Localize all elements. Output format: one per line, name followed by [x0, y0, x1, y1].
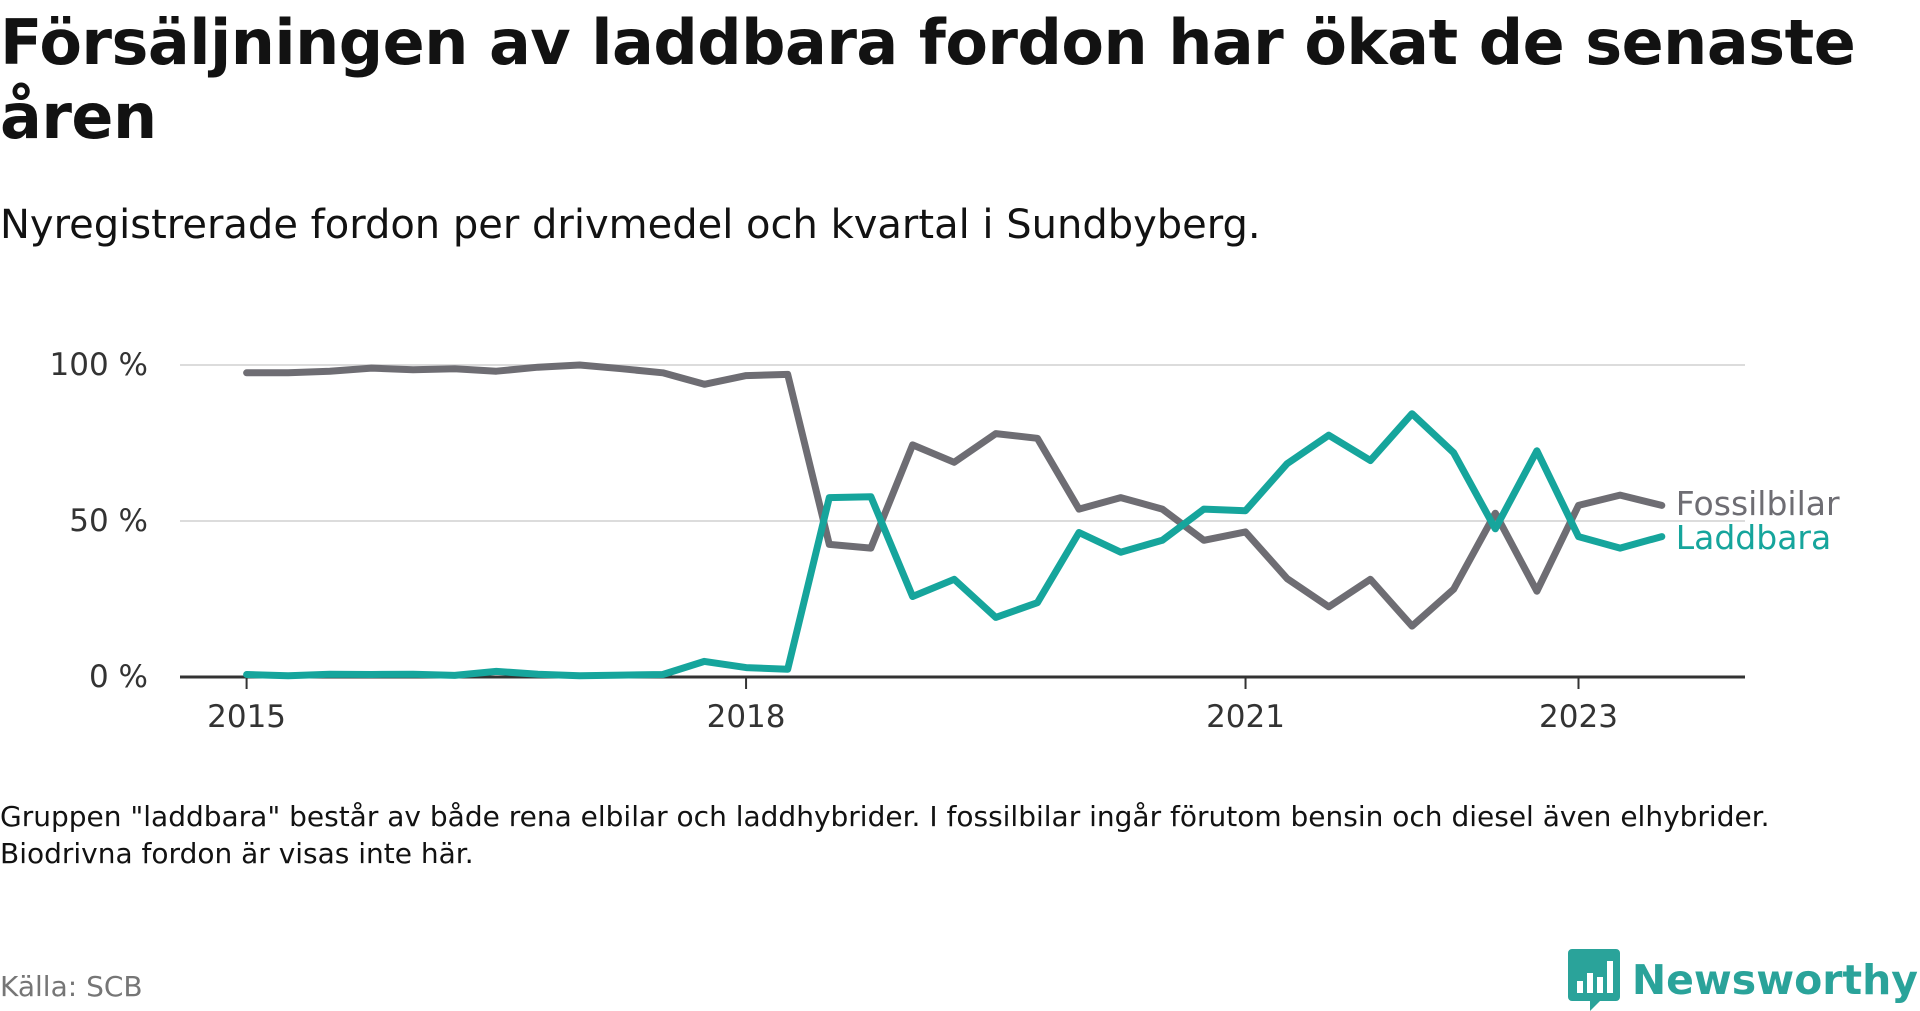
series-line-fossilbilar — [243, 361, 1666, 630]
series-layer — [243, 361, 1666, 680]
axis-layer — [180, 675, 1745, 689]
y-tick-label: 100 % — [50, 347, 148, 383]
brand-logo: Newsworthy — [1567, 949, 1918, 1011]
x-tick-label: 2021 — [1206, 699, 1285, 735]
chart-note: Gruppen "laddbara" består av både rena e… — [0, 800, 1770, 870]
series-line-laddbara — [243, 410, 1666, 680]
x-tick-label: 2015 — [207, 699, 286, 735]
x-tick-label: 2023 — [1539, 699, 1618, 735]
y-tick-label: 0 % — [89, 659, 148, 695]
chart-title: Försäljningen av laddbara fordon har öka… — [0, 6, 1856, 153]
x-tick-label: 2018 — [707, 699, 786, 735]
chart-bubble-icon — [1567, 949, 1620, 1011]
y-tick-label: 50 % — [69, 503, 148, 539]
brand-name: Newsworthy — [1631, 956, 1918, 1004]
legend-label-laddbara: Laddbara — [1676, 518, 1831, 557]
grid-layer — [180, 364, 1745, 522]
chart-subtitle: Nyregistrerade fordon per drivmedel och … — [0, 202, 1261, 248]
legend-label-fossilbilar: Fossilbilar — [1676, 484, 1840, 523]
label-layer: 0 % 50 % 100 % 2015 2018 2021 2023 FossilbilarL… — [50, 347, 1840, 735]
source-credit: Källa: SCB — [0, 970, 143, 1003]
